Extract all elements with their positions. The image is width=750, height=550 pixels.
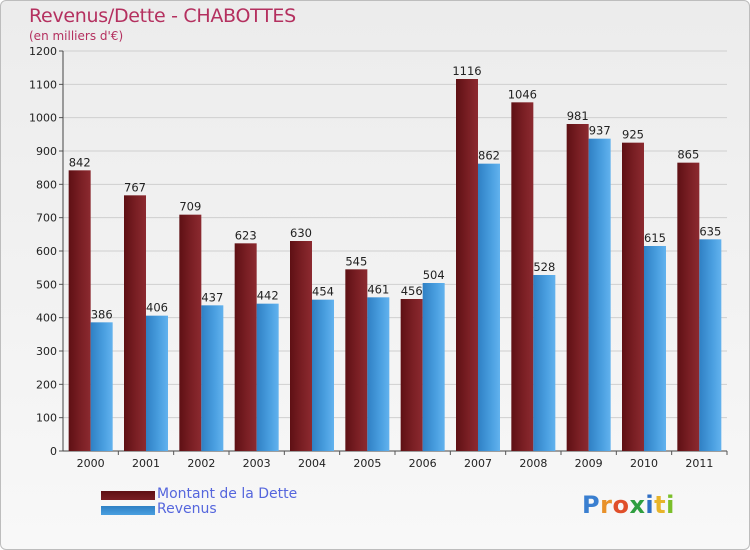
bar-revenue [699, 239, 722, 451]
x-tick-label: 2011 [685, 457, 713, 470]
x-tick-label: 2009 [575, 457, 603, 470]
x-tick-label: 2005 [353, 457, 381, 470]
data-label-debt: 842 [69, 155, 91, 169]
bar-revenue [256, 303, 279, 451]
bar-revenue [146, 315, 168, 451]
x-tick-label: 2006 [409, 457, 437, 470]
x-tick-label: 2004 [298, 457, 326, 470]
legend-swatch-debt [101, 491, 155, 500]
bar-revenue [644, 246, 666, 451]
y-tick-label: 400 [36, 312, 57, 325]
bar-debt [68, 170, 91, 452]
bar-revenue [478, 163, 500, 451]
bar-revenue [201, 305, 224, 451]
logo-letter: o [612, 491, 630, 519]
y-tick-label: 500 [36, 278, 57, 291]
data-label-revenue: 635 [699, 224, 721, 238]
bar-debt [456, 79, 478, 451]
y-tick-label: 1100 [29, 78, 57, 91]
bar-revenue [312, 299, 334, 451]
x-tick-label: 2008 [519, 457, 547, 470]
bar-debt [511, 102, 534, 451]
bar-revenue [533, 275, 556, 451]
data-label-debt: 925 [622, 128, 644, 142]
data-label-debt: 767 [124, 180, 146, 194]
x-tick-label: 2001 [132, 457, 160, 470]
y-tick-label: 0 [50, 445, 57, 458]
y-tick-label: 300 [36, 345, 57, 358]
data-label-revenue: 454 [312, 285, 334, 299]
x-tick-label: 2007 [464, 457, 492, 470]
logo-letter: r [600, 491, 613, 519]
data-label-debt: 865 [677, 148, 699, 162]
data-label-revenue: 461 [367, 282, 389, 296]
logo-letter: i [666, 491, 675, 519]
data-label-debt: 1046 [508, 87, 537, 101]
bar-revenue [422, 283, 445, 451]
data-label-debt: 981 [567, 109, 589, 123]
x-tick-label: 2002 [187, 457, 215, 470]
bar-revenue [367, 297, 390, 451]
data-label-debt: 709 [179, 200, 201, 214]
y-tick-label: 100 [36, 412, 57, 425]
data-label-revenue: 504 [423, 268, 445, 282]
bar-debt [566, 124, 589, 451]
legend-label-revenue: Revenus [157, 501, 217, 517]
legend-label-debt: Montant de la Dette [157, 486, 298, 502]
data-label-debt: 630 [290, 226, 312, 240]
bar-revenue [90, 322, 113, 451]
y-tick-label: 900 [36, 145, 57, 158]
data-label-revenue: 406 [146, 301, 168, 315]
y-tick-label: 600 [36, 245, 57, 258]
bar-debt [677, 162, 700, 451]
data-label-revenue: 442 [257, 289, 279, 303]
y-tick-label: 700 [36, 212, 57, 225]
bar-debt [400, 299, 423, 451]
logo-letter: P [582, 491, 601, 519]
legend-swatch-revenue [101, 506, 155, 515]
bar-debt [622, 142, 644, 451]
bar-debt [179, 214, 202, 451]
y-tick-label: 200 [36, 378, 57, 391]
bar-debt [234, 243, 257, 451]
data-label-revenue: 528 [533, 260, 555, 274]
bar-debt [345, 269, 368, 451]
data-label-revenue: 615 [644, 231, 666, 245]
proxiti-logo: Proxiti [582, 491, 675, 519]
x-tick-label: 2010 [630, 457, 658, 470]
logo-letter: i [645, 491, 655, 519]
bar-debt [124, 195, 146, 451]
chart-title: Revenus/Dette - CHABOTTES [29, 5, 296, 27]
data-label-debt: 1116 [452, 64, 481, 78]
data-label-revenue: 862 [478, 149, 500, 163]
data-label-revenue: 937 [589, 124, 611, 138]
data-label-debt: 623 [235, 228, 257, 242]
data-label-revenue: 437 [201, 290, 223, 304]
data-label-revenue: 386 [91, 307, 113, 321]
chart-subtitle: (en milliers d'€) [29, 29, 124, 43]
y-tick-label: 1000 [29, 112, 57, 125]
y-tick-label: 1200 [29, 45, 57, 58]
x-tick-label: 2003 [243, 457, 271, 470]
data-label-debt: 545 [345, 254, 367, 268]
bar-revenue [588, 138, 611, 451]
y-tick-label: 800 [36, 178, 57, 191]
data-label-debt: 456 [401, 284, 423, 298]
x-tick-label: 2000 [77, 457, 105, 470]
bar-debt [290, 241, 312, 451]
logo-letter: x [629, 491, 646, 519]
logo-letter: t [654, 491, 667, 519]
